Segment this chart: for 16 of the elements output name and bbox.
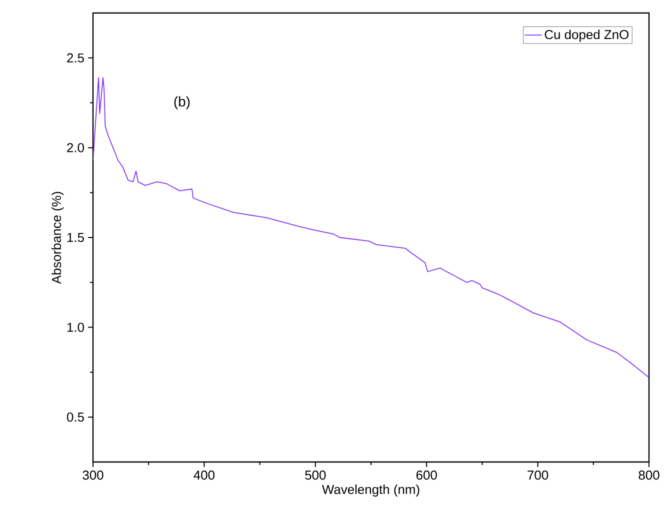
y-axis-title: Absorbance (%) [52, 192, 64, 284]
annotation: (b) [174, 96, 190, 110]
y-tick-label: 2.0 [67, 143, 84, 152]
y-tick-label: 1.0 [67, 322, 84, 332]
x-tick-label: 800 [638, 470, 660, 480]
x-axis-title: Wavelength (nm) [322, 484, 420, 497]
y-tick-label: 0.5 [66, 412, 84, 422]
x-tick-label: 400 [194, 470, 214, 480]
y-tick-label: 1.5 [67, 232, 84, 242]
y-tick-label: 2.5 [67, 53, 84, 62]
legend-label: Cu doped ZnO [544, 30, 628, 42]
x-tick-label: 600 [416, 470, 437, 480]
x-tick-label: 700 [528, 470, 548, 480]
line-series [93, 77, 650, 378]
x-tick-label: 300 [82, 470, 104, 480]
x-tick-label: 500 [305, 470, 326, 480]
